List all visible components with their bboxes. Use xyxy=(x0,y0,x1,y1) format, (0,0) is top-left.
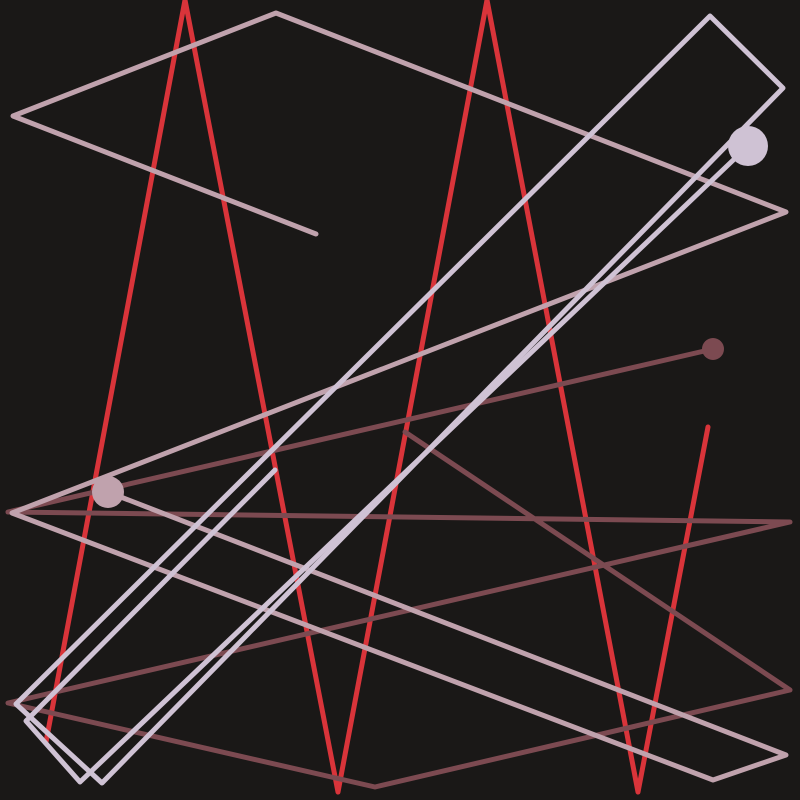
lavender-end-dot xyxy=(728,126,768,166)
pink-end-dot xyxy=(92,476,124,508)
maroon-end-dot xyxy=(702,338,724,360)
